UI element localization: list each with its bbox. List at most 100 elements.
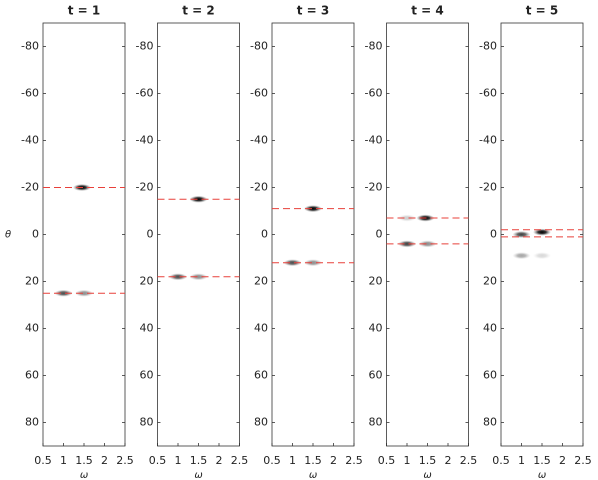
x-tick-label: 1 — [404, 454, 411, 467]
y-tick-label: -40 — [136, 134, 154, 147]
spot — [169, 273, 187, 281]
x-tick-label: 1.5 — [190, 454, 208, 467]
spot — [75, 289, 93, 297]
y-tick-label: -20 — [365, 181, 383, 194]
y-tick-label: -40 — [365, 134, 383, 147]
spot — [398, 240, 416, 248]
spot — [304, 205, 322, 213]
panel-title: t = 1 — [68, 4, 101, 18]
y-tick-label: 40 — [369, 322, 383, 335]
spot — [533, 228, 551, 236]
y-tick-label: 60 — [483, 369, 497, 382]
y-tick-label: 80 — [254, 416, 268, 429]
y-tick-label: -20 — [250, 181, 268, 194]
x-tick-label: 2.5 — [231, 454, 249, 467]
spot — [54, 289, 73, 297]
y-tick-label: -60 — [136, 87, 154, 100]
y-tick-label: 80 — [369, 416, 383, 429]
spot — [512, 231, 531, 238]
y-tick-label: -20 — [21, 181, 39, 194]
y-tick-label: 20 — [369, 275, 383, 288]
y-tick-label: 40 — [25, 322, 39, 335]
x-tick-label: 1 — [518, 454, 525, 467]
x-tick-label: 1 — [289, 454, 296, 467]
x-tick-label: 2 — [330, 454, 337, 467]
y-tick-label: 60 — [25, 369, 39, 382]
x-tick-label: 0.5 — [149, 454, 167, 467]
spot — [283, 259, 302, 267]
panel-title: t = 3 — [297, 4, 330, 18]
y-axis-label: θ — [5, 230, 11, 241]
plot-area — [157, 22, 240, 447]
x-tick-label: 2 — [216, 454, 223, 467]
x-tick-label: 2 — [559, 454, 566, 467]
plot-area — [271, 22, 355, 447]
x-tick-label: 2 — [445, 454, 452, 467]
x-tick-label: 1.5 — [419, 454, 437, 467]
x-tick-label: 0.5 — [492, 454, 510, 467]
y-tick-label: 20 — [140, 275, 154, 288]
y-tick-label: -80 — [21, 40, 39, 53]
x-tick-label: 0.5 — [34, 454, 52, 467]
plot-area — [386, 22, 469, 447]
x-tick-label: 1.5 — [533, 454, 551, 467]
y-tick-label: -80 — [479, 40, 497, 53]
spot — [189, 195, 208, 203]
y-tick-label: 80 — [140, 416, 154, 429]
y-tick-label: -80 — [250, 40, 268, 53]
x-tick-label: 0.5 — [378, 454, 396, 467]
spot — [533, 252, 551, 260]
y-tick-label: 20 — [254, 275, 268, 288]
panel-title: t = 5 — [526, 4, 559, 18]
y-tick-label: 0 — [376, 228, 383, 241]
y-tick-label: 80 — [25, 416, 39, 429]
plot-area — [42, 22, 126, 447]
y-tick-label: 0 — [490, 228, 497, 241]
x-tick-label: 1 — [60, 454, 67, 467]
x-tick-label: 1 — [175, 454, 182, 467]
y-tick-label: 0 — [32, 228, 39, 241]
spot — [512, 252, 531, 260]
x-axis-label: ω — [423, 470, 431, 480]
y-tick-label: 60 — [140, 369, 154, 382]
x-tick-label: 0.5 — [263, 454, 281, 467]
x-tick-label: 2 — [101, 454, 108, 467]
x-tick-label: 2.5 — [345, 454, 363, 467]
y-tick-label: 0 — [147, 228, 154, 241]
y-tick-label: -40 — [21, 134, 39, 147]
x-tick-label: 2.5 — [574, 454, 592, 467]
y-tick-label: -20 — [479, 181, 497, 194]
y-tick-label: 0 — [261, 228, 268, 241]
spot — [189, 273, 208, 281]
y-tick-label: -20 — [136, 181, 154, 194]
spot — [418, 240, 437, 248]
panel-title: t = 2 — [182, 4, 215, 18]
x-axis-label: ω — [194, 470, 202, 480]
y-tick-label: -40 — [479, 134, 497, 147]
y-tick-label: 20 — [25, 275, 39, 288]
spot — [304, 259, 322, 267]
x-axis-label: ω — [80, 470, 88, 480]
y-tick-label: -80 — [136, 40, 154, 53]
x-axis-label: ω — [309, 470, 317, 480]
x-axis-label: ω — [538, 470, 546, 480]
y-tick-label: 60 — [369, 369, 383, 382]
spot — [398, 214, 416, 222]
y-tick-label: 60 — [254, 369, 268, 382]
y-tick-label: 80 — [483, 416, 497, 429]
x-tick-label: 1.5 — [304, 454, 322, 467]
y-tick-label: 40 — [483, 322, 497, 335]
y-tick-label: -60 — [479, 87, 497, 100]
y-tick-label: -40 — [250, 134, 268, 147]
y-tick-label: -60 — [250, 87, 268, 100]
panel-title: t = 4 — [411, 4, 444, 18]
y-tick-label: -60 — [365, 87, 383, 100]
y-tick-label: 40 — [140, 322, 154, 335]
x-tick-label: 1.5 — [75, 454, 93, 467]
y-tick-label: 20 — [483, 275, 497, 288]
y-tick-label: 40 — [254, 322, 268, 335]
y-tick-label: -60 — [21, 87, 39, 100]
y-tick-label: -80 — [365, 40, 383, 53]
x-tick-label: 2.5 — [116, 454, 134, 467]
